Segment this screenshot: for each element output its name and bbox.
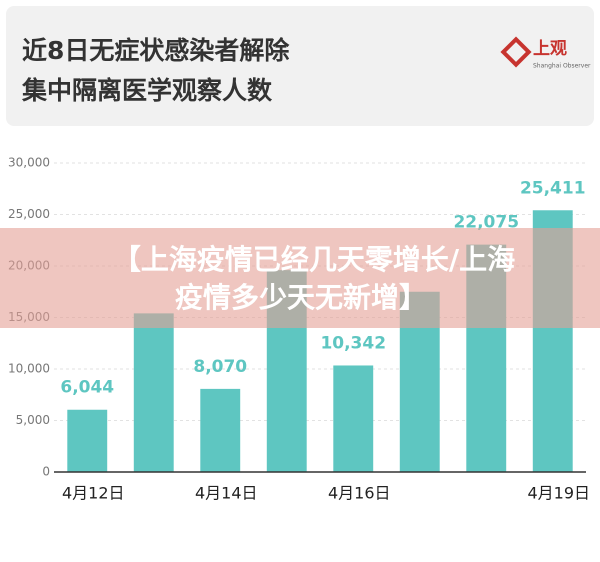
x-tick-label: 4月12日 <box>62 484 125 503</box>
logo-sub: Shanghai Observer <box>533 63 591 70</box>
logo-text: 上观 <box>533 39 567 59</box>
value-label: 10,342 <box>320 333 386 353</box>
y-tick-label: 25,000 <box>8 207 50 221</box>
x-tick-label: 4月14日 <box>195 484 258 503</box>
header-bg <box>6 6 594 126</box>
value-label: 22,075 <box>453 213 519 233</box>
y-tick-label: 30,000 <box>8 156 50 170</box>
banner-text: 疫情多少天无新增】 <box>175 281 427 314</box>
bar <box>200 388 241 472</box>
value-label: 8,070 <box>193 357 247 377</box>
bar <box>333 365 374 472</box>
banner-bg <box>0 228 600 328</box>
value-label: 25,411 <box>520 178 586 198</box>
x-tick-label: 4月16日 <box>328 484 391 503</box>
bar <box>133 313 174 472</box>
logo-icon <box>500 36 532 68</box>
logo: 上观 Shanghai Observer <box>500 36 591 70</box>
title-line: 近8日无症状感染者解除 <box>22 36 290 65</box>
title-line: 集中隔离医学观察人数 <box>21 76 273 105</box>
value-label: 6,044 <box>60 378 114 398</box>
bar <box>67 409 108 472</box>
y-tick-label: 0 <box>42 465 50 479</box>
x-tick-label: 4月19日 <box>527 484 590 503</box>
y-tick-label: 5,000 <box>16 413 50 427</box>
banner-text: 【上海疫情已经几天零增长/上海 <box>113 243 515 276</box>
y-tick-label: 10,000 <box>8 362 50 376</box>
